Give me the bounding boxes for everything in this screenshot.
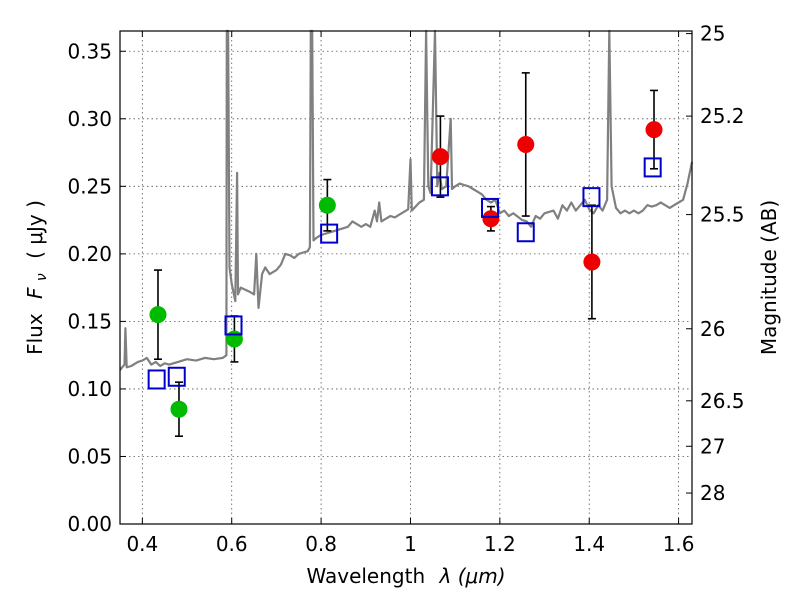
x-axis-label-math: λ (μm)	[439, 564, 506, 588]
spectrum-layer	[119, 29, 694, 371]
model-point-square	[147, 369, 166, 390]
model-point-square	[430, 176, 449, 197]
y-axis-label: Flux F ν ( μJy )	[23, 200, 51, 355]
y-axis-label-unit: ( μJy )	[23, 200, 47, 259]
y-axis-label-text: Flux	[23, 313, 47, 355]
y2-tick-label: 25.5	[700, 203, 745, 227]
data-point-red-points	[431, 148, 449, 166]
x-tick-label: 1.6	[663, 532, 695, 556]
x-tick-label: 0.8	[305, 532, 337, 556]
y-axis-label-sub: ν	[34, 273, 50, 281]
model-point-square	[516, 222, 535, 243]
y2-tick-label: 28	[700, 481, 725, 505]
points-layer	[147, 72, 663, 438]
data-point-red-points	[482, 210, 500, 228]
y-tick-label: 0.20	[67, 242, 112, 266]
x-tick-label: 1.2	[484, 532, 516, 556]
y-tick-label: 0.10	[67, 377, 112, 401]
spectrum-line	[119, 29, 694, 371]
model-point-square	[643, 157, 662, 178]
y-tick-label: 0.35	[67, 39, 112, 63]
data-point-green-points	[149, 306, 167, 324]
grid-lines	[120, 31, 692, 525]
y2-tick-label: 25.2	[700, 104, 745, 128]
y2-axis-label: Magnitude (AB)	[757, 200, 781, 355]
y-tick-label: 0.05	[67, 444, 112, 468]
x-axis-label: Wavelength λ (μm)	[306, 564, 505, 588]
x-tick-label: 0.4	[126, 532, 158, 556]
y2-tick-label: 25	[700, 22, 725, 46]
data-point-red-points	[583, 253, 601, 271]
x-axis-label-text: Wavelength	[306, 564, 425, 588]
y-axis-label-fnu: F	[23, 287, 47, 299]
x-tick-label: 0.6	[216, 532, 248, 556]
y-tick-label: 0.15	[67, 309, 112, 333]
model-point-square	[167, 366, 186, 387]
data-point-green-points	[318, 196, 336, 214]
y2-tick-label: 26.5	[700, 389, 745, 413]
model-point-square	[320, 223, 339, 244]
y-tick-label: 0.30	[67, 107, 112, 131]
data-point-red-points	[645, 121, 663, 139]
plot-frame	[119, 30, 693, 525]
model-point-square	[224, 315, 243, 336]
x-tick-label: 1	[404, 532, 417, 556]
y2-tick-label: 26	[700, 317, 725, 341]
ticks-layer: 0.4 0.6 0.8 1 1.2 1.4 1.6 0.00 0.05 0.10 0.15 0.20 0…	[67, 22, 744, 556]
data-point-green-points	[170, 400, 188, 418]
data-point-green-points	[225, 330, 243, 348]
data-point-red-points	[517, 135, 535, 153]
y2-tick-label: 27	[700, 434, 725, 458]
y-tick-label: 0.00	[67, 512, 112, 536]
x-tick-label: 1.4	[573, 532, 605, 556]
model-point-square	[481, 197, 500, 218]
model-point-square	[582, 187, 601, 208]
y-tick-label: 0.25	[67, 174, 112, 198]
